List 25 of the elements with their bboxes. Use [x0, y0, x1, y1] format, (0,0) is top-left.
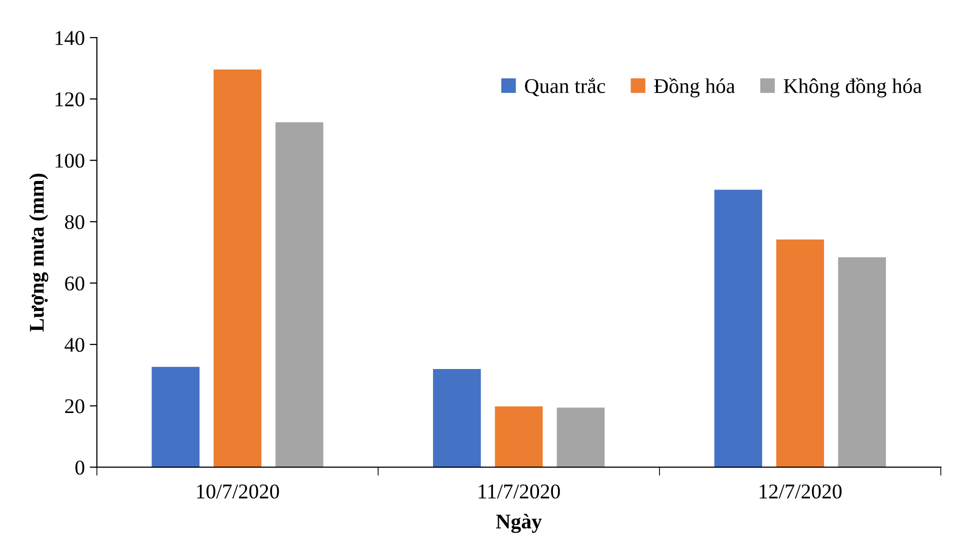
x-axis-title: Ngày [496, 514, 542, 533]
y-tick-label: 120 [56, 92, 84, 106]
x-tick-label: 10/7/2020 [197, 484, 279, 499]
y-tick-label: 40 [64, 338, 84, 352]
bar [494, 406, 543, 468]
bar [714, 190, 762, 468]
legend-label: Quan trắc [525, 78, 606, 96]
y-tick-label: 100 [56, 154, 84, 168]
x-tick-label: 11/7/2020 [478, 484, 560, 499]
y-tick-label: 20 [65, 399, 84, 414]
bar [214, 70, 262, 468]
x-tick-label: 12/7/2020 [760, 484, 842, 499]
bar [838, 257, 886, 468]
y-tick-label: 140 [56, 30, 84, 46]
bar [275, 122, 324, 468]
legend-label: Không đồng hóa [784, 78, 922, 98]
bar [556, 408, 605, 468]
y-axis-title: Lượng mưa (mm) [29, 174, 48, 332]
bar [433, 368, 481, 468]
legend-label: Đồng hóa [654, 78, 735, 98]
bar [152, 366, 200, 468]
y-tick-label: 80 [65, 215, 84, 230]
y-tick-label: 60 [65, 276, 84, 291]
y-tick-label: 0 [75, 460, 84, 475]
bar [776, 240, 824, 468]
